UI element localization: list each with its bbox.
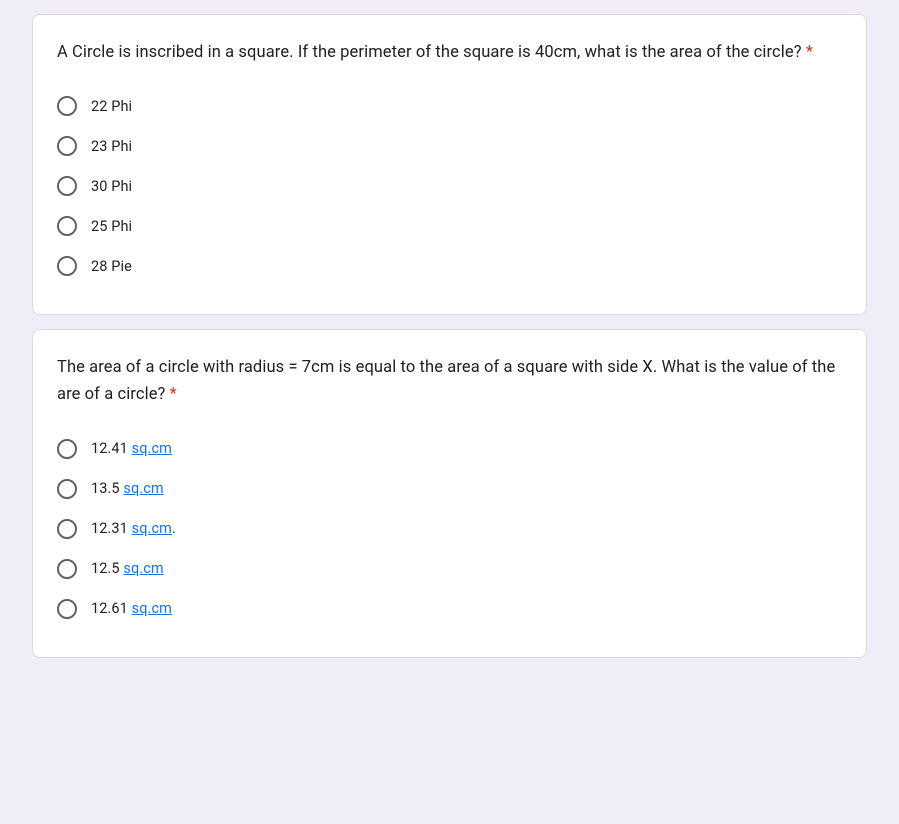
radio-icon[interactable] bbox=[57, 439, 77, 459]
option-row[interactable]: 12.5 sq.cm bbox=[57, 549, 842, 589]
option-row[interactable]: 23 Phi bbox=[57, 126, 842, 166]
question-card-2: The area of a circle with radius = 7cm i… bbox=[32, 329, 867, 657]
option-row[interactable]: 25 Phi bbox=[57, 206, 842, 246]
unit-link[interactable]: sq.cm bbox=[123, 480, 163, 497]
option-label: 12.5 sq.cm bbox=[91, 560, 164, 577]
option-prefix: 13.5 bbox=[91, 480, 123, 497]
option-label: 30 Phi bbox=[91, 178, 132, 195]
option-row[interactable]: 22 Phi bbox=[57, 86, 842, 126]
radio-icon[interactable] bbox=[57, 519, 77, 539]
radio-icon[interactable] bbox=[57, 256, 77, 276]
radio-icon[interactable] bbox=[57, 176, 77, 196]
option-label: 12.31 sq.cm. bbox=[91, 520, 176, 537]
option-prefix: 12.41 bbox=[91, 440, 132, 457]
option-row[interactable]: 30 Phi bbox=[57, 166, 842, 206]
option-row[interactable]: 12.61 sq.cm bbox=[57, 589, 842, 629]
option-label: 23 Phi bbox=[91, 138, 132, 155]
question-card-1: A Circle is inscribed in a square. If th… bbox=[32, 14, 867, 315]
option-label: 12.61 sq.cm bbox=[91, 600, 172, 617]
option-row[interactable]: 28 Pie bbox=[57, 246, 842, 286]
question-prompt: A Circle is inscribed in a square. If th… bbox=[57, 43, 802, 62]
unit-link[interactable]: sq.cm bbox=[132, 440, 172, 457]
radio-icon[interactable] bbox=[57, 136, 77, 156]
unit-link[interactable]: sq.cm bbox=[132, 520, 172, 537]
radio-icon[interactable] bbox=[57, 216, 77, 236]
option-row[interactable]: 12.41 sq.cm bbox=[57, 429, 842, 469]
option-row[interactable]: 13.5 sq.cm bbox=[57, 469, 842, 509]
radio-icon[interactable] bbox=[57, 96, 77, 116]
option-label: 25 Phi bbox=[91, 218, 132, 235]
unit-link[interactable]: sq.cm bbox=[132, 600, 172, 617]
radio-icon[interactable] bbox=[57, 559, 77, 579]
unit-link[interactable]: sq.cm bbox=[123, 560, 163, 577]
radio-icon[interactable] bbox=[57, 479, 77, 499]
option-label: 12.41 sq.cm bbox=[91, 440, 172, 457]
option-prefix: 12.5 bbox=[91, 560, 123, 577]
option-label: 22 Phi bbox=[91, 98, 132, 115]
option-label: 28 Pie bbox=[91, 258, 132, 275]
option-row[interactable]: 12.31 sq.cm. bbox=[57, 509, 842, 549]
option-prefix: 12.31 bbox=[91, 520, 132, 537]
required-marker: * bbox=[165, 385, 176, 404]
option-prefix: 12.61 bbox=[91, 600, 132, 617]
radio-icon[interactable] bbox=[57, 599, 77, 619]
required-marker: * bbox=[802, 43, 813, 62]
question-text: A Circle is inscribed in a square. If th… bbox=[57, 39, 842, 66]
question-text: The area of a circle with radius = 7cm i… bbox=[57, 354, 842, 408]
option-label: 13.5 sq.cm bbox=[91, 480, 164, 497]
option-suffix: . bbox=[172, 520, 176, 537]
